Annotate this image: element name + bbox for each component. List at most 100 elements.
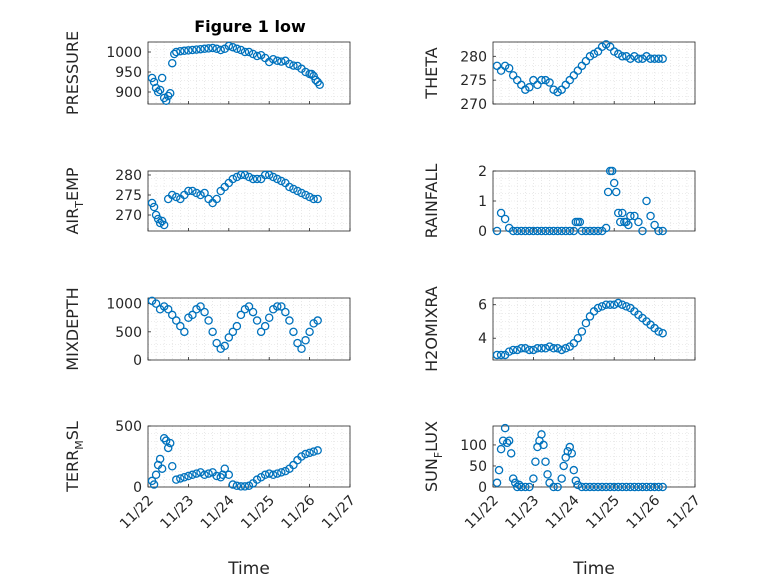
data-point	[151, 83, 161, 93]
data-point	[151, 210, 161, 220]
y-tick-label: 1	[478, 194, 487, 210]
subplot-rainfall: 0 1 2 RAINFALL	[422, 164, 696, 240]
data-point	[281, 307, 290, 317]
data-point	[638, 482, 647, 492]
data-point	[293, 186, 302, 196]
data-point	[553, 344, 562, 353]
data-point	[273, 469, 282, 478]
data-point	[240, 47, 250, 57]
data-point	[301, 336, 310, 345]
data-point	[577, 226, 587, 236]
subplot-pressure: 900 950 1000 PRESSURE	[63, 31, 351, 115]
data-point	[260, 321, 270, 331]
data-point	[196, 44, 205, 54]
data-point	[650, 482, 659, 492]
series-markers	[492, 40, 667, 97]
data-point	[147, 73, 157, 83]
y-tick-label: 0	[133, 353, 142, 369]
data-point	[537, 344, 546, 353]
data-point	[545, 78, 554, 87]
data-point	[529, 226, 538, 236]
data-point	[531, 457, 540, 467]
data-point	[533, 344, 542, 353]
data-point	[196, 190, 205, 200]
data-point	[561, 226, 570, 236]
data-point	[176, 474, 185, 483]
data-point	[593, 482, 603, 492]
data-point	[492, 350, 502, 360]
data-point	[601, 482, 611, 492]
data-point	[236, 45, 246, 55]
data-point	[613, 298, 623, 308]
data-point	[161, 96, 171, 106]
data-point	[155, 218, 165, 228]
data-point	[512, 482, 522, 492]
x-axis-label: Time	[572, 559, 615, 579]
y-axis-label: RAINFALL	[422, 164, 441, 239]
data-point	[577, 482, 587, 492]
data-point	[309, 194, 318, 204]
data-point	[309, 447, 318, 456]
axes-box	[492, 297, 696, 361]
data-point	[192, 469, 201, 478]
data-point	[149, 202, 159, 212]
y-tick-label: 2	[478, 164, 487, 180]
y-axis-label: TERRMSL	[63, 421, 86, 493]
data-point	[236, 482, 246, 491]
y-tick-label: 270	[115, 208, 142, 224]
data-point	[305, 192, 314, 202]
data-point	[188, 310, 197, 320]
data-point	[277, 176, 286, 186]
data-point	[569, 465, 579, 475]
data-point	[220, 464, 230, 473]
data-point	[601, 223, 611, 233]
data-point	[172, 475, 181, 484]
data-point	[539, 440, 548, 450]
series-markers	[492, 298, 667, 360]
data-point	[545, 342, 554, 351]
data-point	[273, 302, 282, 311]
subplot-terr_msl: 11/22 11/23 11/24 11/25 11/26 11/27 Time 0 500 TE…	[63, 419, 359, 579]
y-axis-label: H2OMIXRA	[422, 286, 441, 372]
subplot-theta: 270 275 280 THETA	[422, 40, 696, 113]
data-point	[236, 310, 246, 320]
data-point	[517, 226, 526, 236]
data-point	[216, 45, 225, 55]
x-tick-label: 11/22	[117, 493, 157, 533]
data-point	[517, 344, 526, 353]
data-point	[224, 41, 234, 51]
data-point	[260, 170, 270, 180]
subplot-mixdepth: 0 500 1000 MIXDEPTH	[63, 287, 351, 371]
data-point	[228, 174, 238, 184]
data-point	[654, 226, 663, 236]
data-point	[622, 482, 631, 492]
series-markers	[492, 166, 667, 236]
subplot-air_temp: 270 275 280 AIRTEMP	[63, 167, 351, 235]
data-point	[289, 327, 298, 337]
data-point	[654, 54, 663, 63]
data-point	[609, 300, 619, 309]
y-tick-label: 900	[115, 85, 142, 101]
data-point	[650, 220, 659, 230]
data-point	[289, 184, 298, 194]
data-point	[236, 170, 246, 180]
y-tick-label: 0	[478, 480, 487, 496]
data-point	[496, 350, 506, 360]
y-axis-label: AIRTEMP	[63, 167, 86, 234]
data-point	[658, 226, 667, 236]
data-point	[504, 436, 514, 445]
y-tick-label: 6	[478, 298, 487, 314]
data-point	[605, 482, 615, 492]
data-point	[525, 345, 534, 355]
data-point	[521, 226, 530, 236]
data-point	[157, 216, 167, 226]
x-tick-label: 11/23	[502, 493, 542, 533]
x-tick-label: 11/22	[462, 493, 502, 533]
data-point	[180, 472, 189, 482]
data-point	[159, 433, 169, 443]
grid	[492, 170, 696, 232]
data-point	[252, 316, 262, 325]
data-point	[496, 444, 506, 454]
data-point	[585, 482, 595, 492]
data-point	[517, 482, 526, 492]
